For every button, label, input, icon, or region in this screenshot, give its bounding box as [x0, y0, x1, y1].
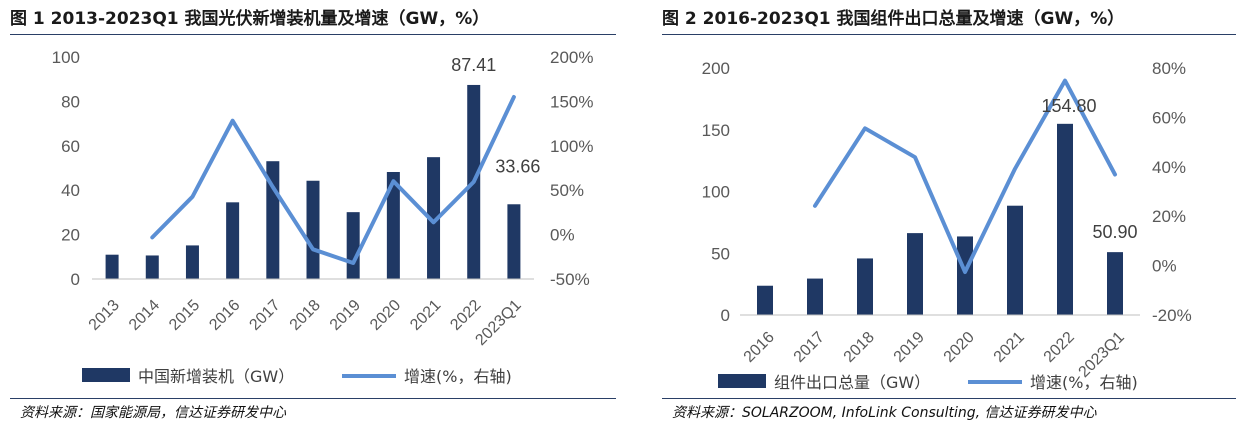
x-tick-label: 2021 [991, 329, 1028, 366]
bar [145, 255, 159, 279]
chart-panel-module-exports: 图 2 2016-2023Q1 我国组件出口总量及增速（GW，%） 0 50 100… [652, 0, 1240, 428]
x-tick-label: 2016 [741, 329, 778, 366]
title-rule [662, 34, 1236, 35]
y-left-tick-label: 0 [71, 270, 80, 289]
bar [757, 285, 773, 315]
legend-line-label: 增速(%，右轴) [404, 367, 512, 386]
x-tick-label: 2013 [86, 297, 123, 334]
bar [346, 212, 360, 279]
y-right-tick-label: 80% [1152, 59, 1186, 78]
chart-panel-pv-installations: 图 1 2013-2023Q1 我国光伏新增装机量及增速（GW，%） 0 20 40… [10, 9, 616, 421]
y-right-tick-label: 20% [1152, 207, 1186, 226]
y-left-tick-label: 150 [702, 121, 730, 140]
x-tick-label: 2018 [841, 329, 878, 366]
x-tick-label: 2020 [941, 329, 978, 366]
bar [386, 171, 400, 279]
data-label: 50.90 [1092, 222, 1137, 242]
bar [857, 258, 873, 315]
y-left-tick-label: 80 [61, 92, 80, 111]
y-right-tick-label: 50% [550, 181, 584, 200]
y-right-tick-label: 40% [1152, 158, 1186, 177]
chart-source: 资料来源：SOLARZOOM, InfoLink Consulting, 信达证… [672, 405, 1097, 421]
y-right-tick-label: 0% [550, 226, 575, 245]
title-rule [10, 34, 616, 35]
y-right-tick-label: 100% [550, 137, 593, 156]
bar [807, 278, 823, 315]
source-rule [662, 398, 1236, 399]
growth-line [813, 78, 1117, 274]
bar [1107, 252, 1123, 315]
legend-bar-label: 中国新增装机（GW） [138, 367, 294, 386]
bar [507, 204, 521, 279]
y-left-tick-label: 0 [721, 306, 730, 325]
y-left-tick-label: 200 [702, 59, 730, 78]
y-right-tick-label: -20% [1152, 306, 1192, 325]
bar [427, 157, 441, 279]
x-tick-label: 2019 [891, 329, 928, 366]
data-label: 33.66 [495, 156, 540, 176]
legend-line-label: 增速(%，右轴) [1030, 373, 1138, 392]
y-left-tick-label: 20 [61, 226, 80, 245]
bar [957, 236, 973, 315]
y-left-tick-label: 50 [711, 244, 730, 263]
chart-svg-pv-installations: 0 20 40 60 80 100 -50% 0% 50% 100% 150% 200% 87.41 33… [52, 48, 594, 386]
x-tick-label: 2015 [166, 297, 203, 334]
x-tick-label: 2018 [287, 297, 324, 334]
x-tick-label: 2016 [206, 297, 243, 334]
chart-svg-module-exports: 0 50 100 150 200 -20% 0% 20% 40% 60% 80% 154.80 50.9… [702, 59, 1192, 392]
bar [226, 202, 240, 279]
chart-title: 图 2 2016-2023Q1 我国组件出口总量及增速（GW，%） [662, 9, 1125, 29]
legend-bar-swatch [718, 374, 766, 388]
y-left-tick-label: 100 [52, 48, 80, 67]
x-tick-label: 2022 [447, 297, 484, 334]
bar [1007, 205, 1023, 315]
bar [907, 233, 923, 315]
y-left-tick-label: 100 [702, 183, 730, 202]
y-right-tick-label: 60% [1152, 108, 1186, 127]
x-tick-label: 2014 [126, 297, 163, 334]
chart-source: 资料来源：国家能源局，信达证券研发中心 [20, 405, 286, 421]
legend-bar-swatch [82, 368, 130, 382]
bar [306, 180, 320, 279]
chart-title: 图 1 2013-2023Q1 我国光伏新增装机量及增速（GW，%） [10, 9, 490, 29]
x-tick-label: 2019 [327, 297, 364, 334]
y-right-tick-label: -50% [550, 270, 590, 289]
y-left-tick-label: 60 [61, 137, 80, 156]
data-label: 154.80 [1041, 96, 1096, 116]
growth-line [150, 95, 516, 265]
x-tick-label: 2017 [791, 329, 828, 366]
y-right-tick-label: 150% [550, 92, 593, 111]
x-tick-label: 2017 [246, 297, 283, 334]
data-label: 87.41 [451, 55, 496, 75]
x-tick-label: 2022 [1041, 329, 1078, 366]
x-tick-label: 2021 [407, 297, 444, 334]
bar [185, 245, 199, 279]
bar [1057, 123, 1073, 316]
source-rule [10, 398, 616, 399]
legend-bar-label: 组件出口总量（GW） [774, 373, 930, 392]
x-tick-label: 2020 [367, 297, 404, 334]
y-right-tick-label: 200% [550, 48, 593, 67]
y-left-tick-label: 40 [61, 181, 80, 200]
bar [105, 254, 119, 279]
y-right-tick-label: 0% [1152, 257, 1177, 276]
